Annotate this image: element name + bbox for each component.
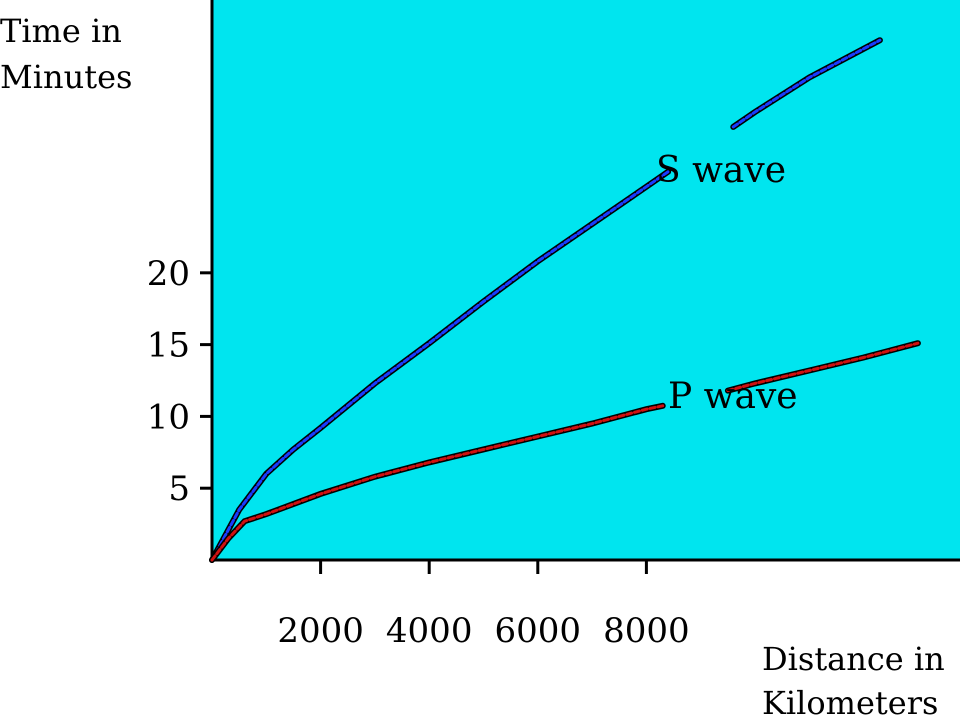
y-tick-label: 5 — [168, 469, 190, 509]
y-axis-title-line1: Time in — [0, 12, 122, 50]
x-tick-label: 6000 — [495, 611, 582, 651]
y-tick-label: 15 — [147, 326, 190, 366]
y-axis-title-line2: Minutes — [0, 58, 132, 96]
x-tick-label: 2000 — [277, 611, 364, 651]
s-wave-label: S wave — [656, 150, 786, 191]
s-wave-line — [210, 170, 670, 562]
x-tick-label: 4000 — [386, 611, 473, 651]
y-tick-label: 10 — [147, 397, 190, 437]
x-tick-label: 8000 — [603, 611, 690, 651]
p-wave-line — [210, 404, 665, 562]
s-wave-line — [731, 38, 882, 129]
x-axis-title-line1: Distance in — [762, 640, 945, 678]
y-tick-label: 20 — [147, 254, 190, 294]
p-wave-line — [726, 341, 920, 393]
x-axis-title-line2: Kilometers — [762, 684, 938, 720]
plot-area — [212, 0, 960, 560]
p-wave-label: P wave — [668, 376, 798, 417]
